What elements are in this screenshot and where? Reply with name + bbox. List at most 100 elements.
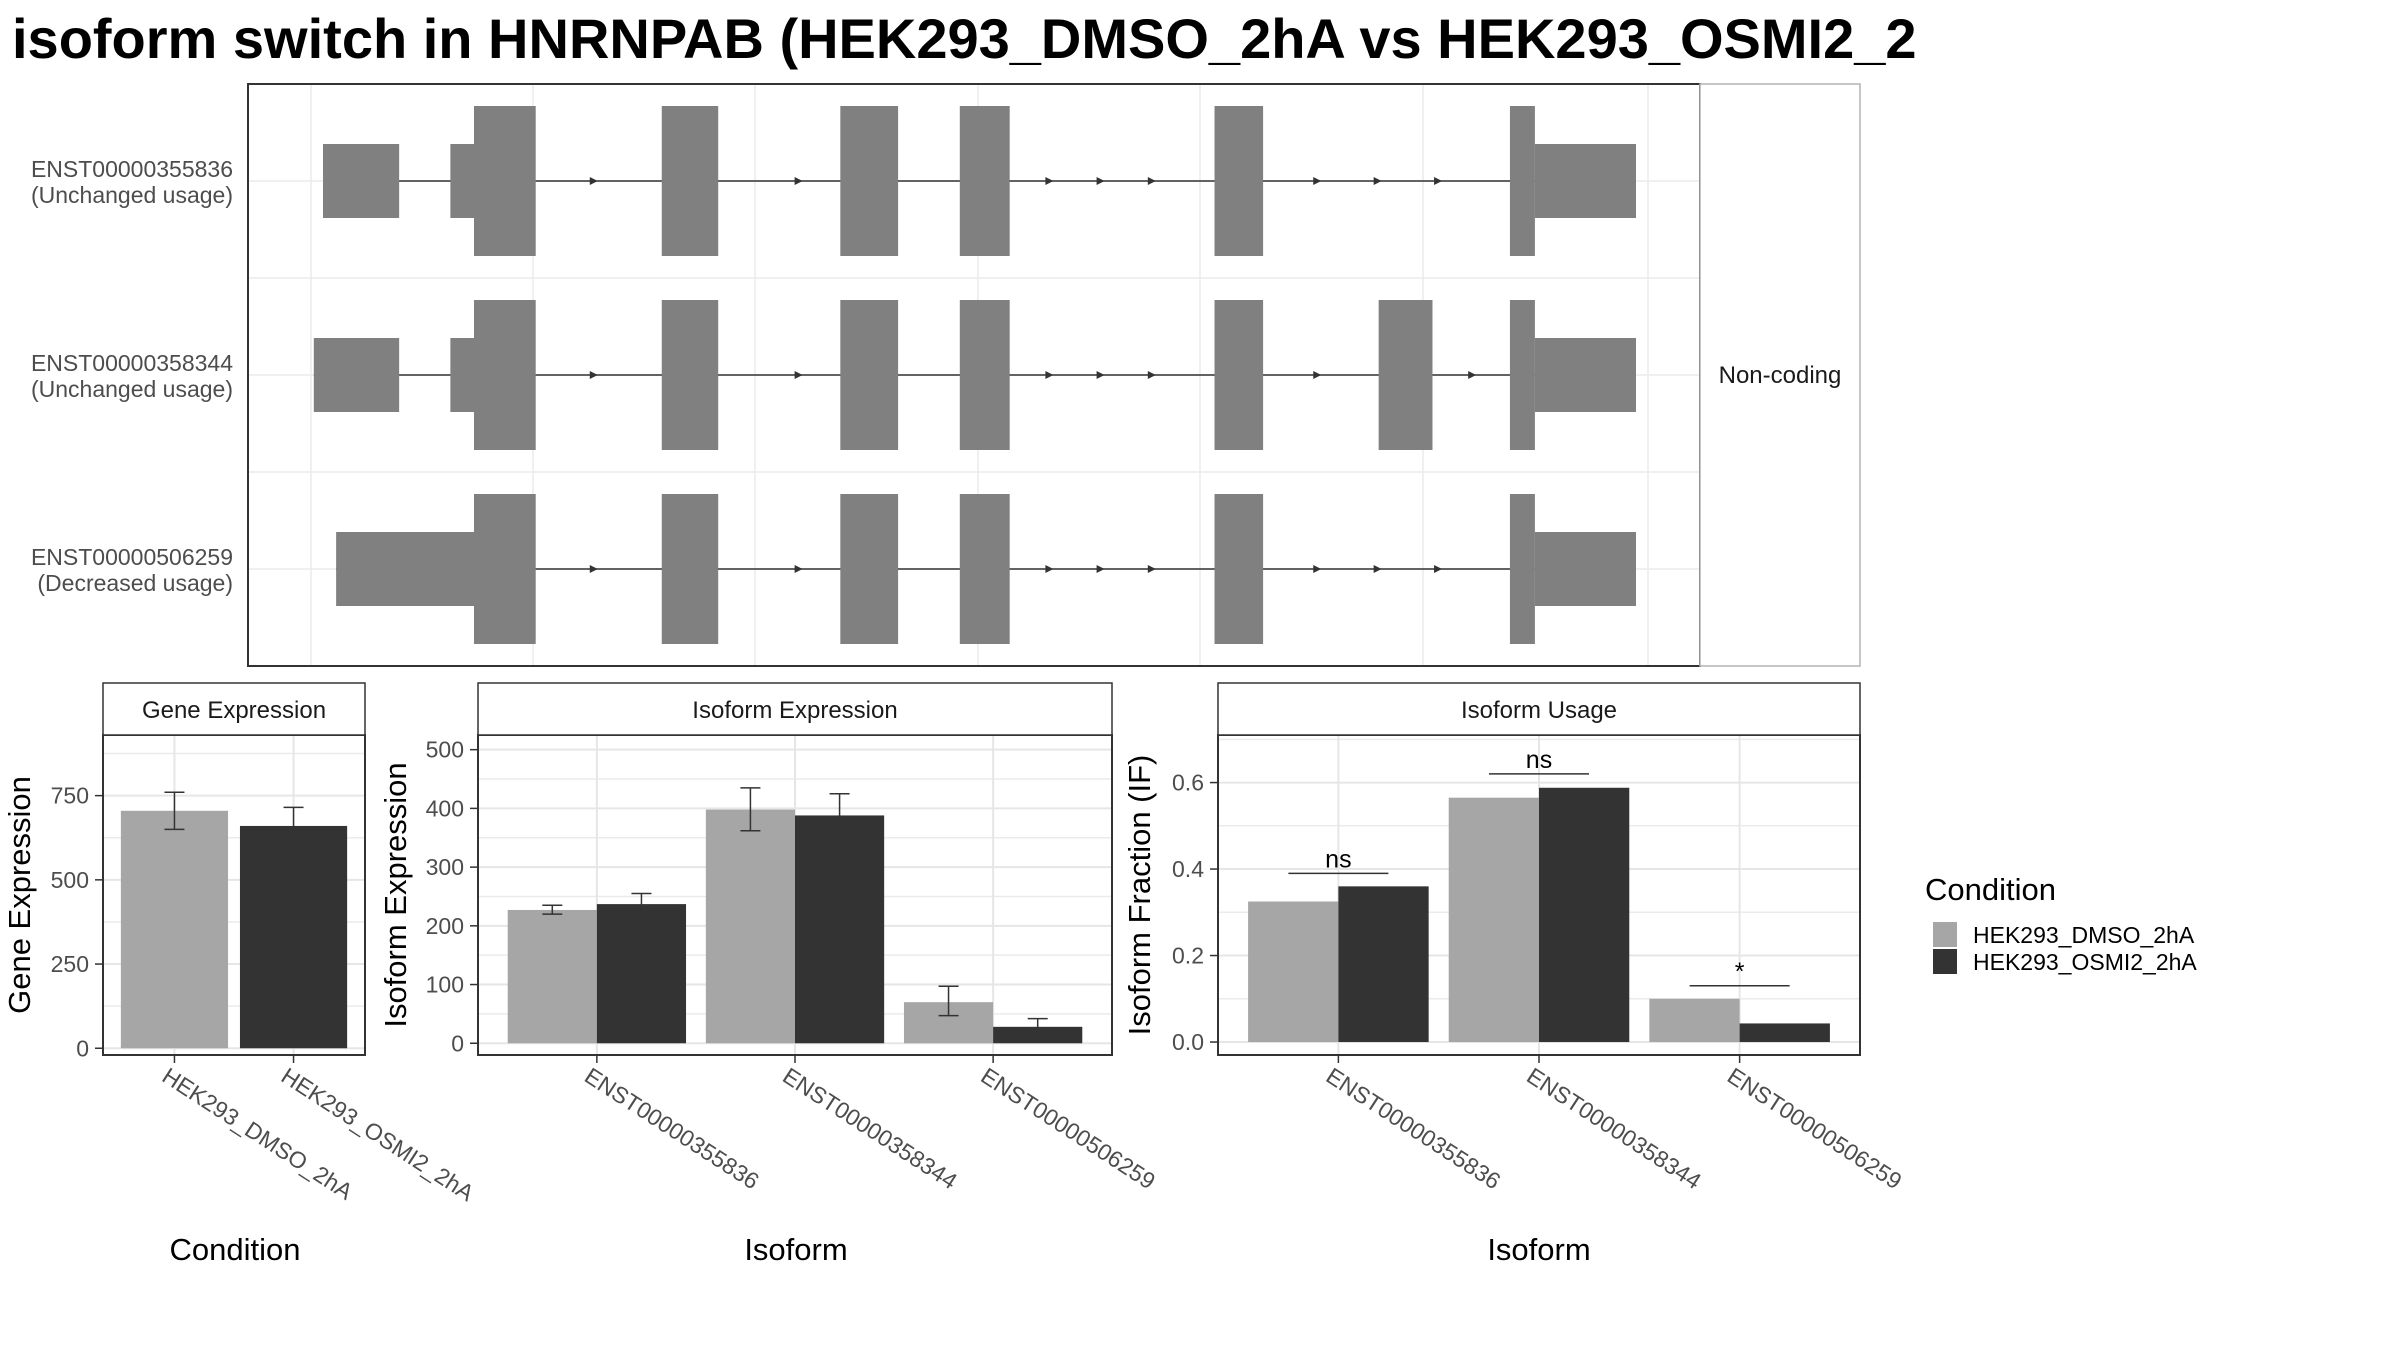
significance-label: ns: [1325, 845, 1351, 873]
intron-arrow: [1313, 371, 1322, 379]
coding-exon: [661, 494, 719, 644]
error-bar: [164, 791, 185, 831]
coding-exon: [473, 106, 536, 256]
coding-exon: [1509, 106, 1535, 256]
bar: [1539, 787, 1630, 1043]
utr-exon: [450, 338, 474, 412]
legend-label: HEK293_DMSO_2hA: [1973, 922, 2195, 948]
isoform-id-label: ENST00000355836: [31, 156, 233, 182]
significance-label: *: [1735, 958, 1745, 986]
utr-exon: [1534, 532, 1636, 606]
x-axis-title: Condition: [170, 1232, 301, 1267]
y-tick-label: 200: [426, 913, 464, 939]
isoform-usage-label: (Decreased usage): [37, 570, 233, 596]
facet-strip: [477, 682, 1113, 736]
x-tick-label: ENST00000358344: [1522, 1062, 1706, 1194]
intron-arrow: [1313, 565, 1322, 573]
y-tick-label: 0.2: [1172, 943, 1204, 969]
facet-strip-label: Isoform Usage: [1461, 697, 1617, 724]
legend-label: HEK293_OSMI2_2hA: [1973, 949, 2197, 975]
intron-arrow: [1096, 371, 1105, 379]
coding-exon: [1214, 300, 1264, 450]
facet-strip: [102, 682, 366, 736]
coding-exon: [1509, 494, 1535, 644]
x-tick-label: ENST00000358344: [778, 1062, 962, 1194]
isoform-structure-panel: ENST00000355836(Unchanged usage)ENST0000…: [31, 83, 1861, 667]
significance-label: ns: [1526, 746, 1552, 774]
coding-exon: [959, 494, 1010, 644]
x-tick-label: ENST00000355836: [580, 1062, 764, 1194]
intron-arrow: [589, 177, 598, 185]
structure-facet-strip: [1699, 83, 1861, 667]
y-tick-label: 300: [426, 854, 464, 880]
facet-strip-label: Isoform Expression: [692, 697, 897, 724]
y-tick-label: 0: [451, 1030, 464, 1056]
bar: [1649, 998, 1740, 1043]
intron-arrow: [1045, 177, 1054, 185]
x-axis-title: Isoform: [1487, 1232, 1590, 1267]
isoform-id-label: ENST00000358344: [31, 350, 233, 376]
error-bar: [938, 985, 959, 1017]
intron-arrow: [1147, 371, 1156, 379]
legend-swatch: [1933, 922, 1957, 947]
utr-exon: [450, 144, 474, 218]
coding-exon: [1378, 300, 1433, 450]
x-axis-title: Isoform: [744, 1232, 847, 1267]
coding-exon: [1214, 106, 1264, 256]
coding-exon: [840, 494, 899, 644]
y-tick-label: 400: [426, 795, 464, 821]
intron-arrow: [794, 177, 803, 185]
y-tick-label: 0.0: [1172, 1029, 1204, 1055]
utr-exon: [336, 532, 474, 606]
isoform-usage-label: (Unchanged usage): [31, 376, 233, 402]
x-tick-label: ENST00000506259: [976, 1062, 1160, 1194]
intron-arrow: [1045, 371, 1054, 379]
coding-exon: [1214, 494, 1264, 644]
isoform-id-label: ENST00000506259: [31, 544, 233, 570]
bar: [507, 909, 597, 1044]
intron-arrow: [1096, 177, 1105, 185]
legend-swatch: [1933, 949, 1957, 974]
error-bar: [542, 904, 563, 915]
intron-arrow: [589, 371, 598, 379]
structure-facet-label: Non-coding: [1719, 362, 1842, 389]
intron-arrow: [1373, 565, 1382, 573]
intron-arrow: [1468, 371, 1477, 379]
utr-exon: [1534, 144, 1636, 218]
isoform-expression-panel: Isoform Expression 0 100 200 300 400 500 ENST00…: [378, 682, 1160, 1267]
isoform-usage-label: (Unchanged usage): [31, 182, 233, 208]
x-tick-label: ENST00000506259: [1723, 1062, 1907, 1194]
coding-exon: [473, 300, 536, 450]
coding-exon: [959, 106, 1010, 256]
coding-exon: [959, 300, 1010, 450]
coding-exon: [473, 494, 536, 644]
bar: [596, 904, 687, 1044]
y-axis-title: Isoform Expression: [378, 762, 413, 1027]
bar: [705, 809, 795, 1044]
bar: [120, 810, 229, 1049]
x-tick-label: HEK293_OSMI2_2hA: [277, 1062, 479, 1206]
intron-arrow: [1147, 177, 1156, 185]
intron-arrow: [589, 565, 598, 573]
coding-exon: [840, 300, 899, 450]
intron-arrow: [794, 565, 803, 573]
x-tick-label: HEK293_DMSO_2hA: [158, 1062, 358, 1205]
bar-panels: Gene Expression 0 250 500 750 HEK293_DMSO_2hA…: [2, 682, 1907, 1267]
figure-title: isoform switch in HNRNPAB (HEK293_DMSO_2…: [12, 7, 1917, 70]
legend-title: Condition: [1925, 872, 2056, 907]
coding-exon: [840, 106, 899, 256]
coding-exon: [661, 300, 719, 450]
y-tick-label: 0.6: [1172, 770, 1204, 796]
x-tick-label: ENST00000355836: [1322, 1062, 1506, 1194]
y-tick-label: 500: [51, 867, 89, 893]
intron-arrow: [1313, 177, 1322, 185]
intron-arrow: [1147, 565, 1156, 573]
utr-exon: [1534, 338, 1636, 412]
y-tick-label: 0.4: [1172, 856, 1204, 882]
error-bar: [740, 787, 761, 832]
bar: [239, 825, 348, 1049]
error-bar: [1027, 1017, 1048, 1035]
y-axis-title: Gene Expression: [2, 776, 37, 1014]
